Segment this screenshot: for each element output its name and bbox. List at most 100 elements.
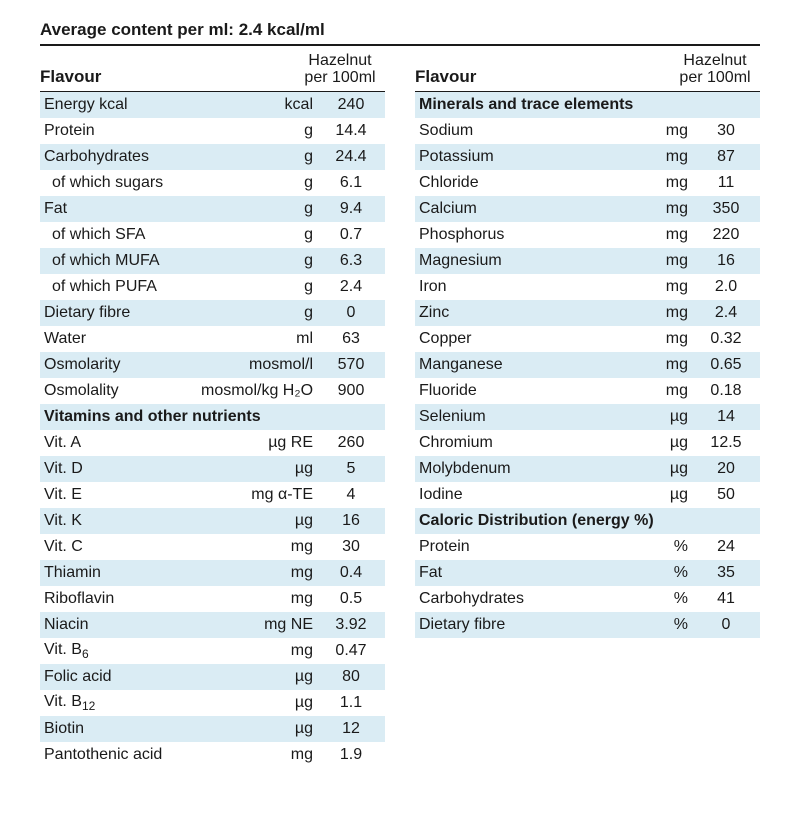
section-header: Vitamins and other nutrients [40,404,385,430]
row-unit: mg [576,200,696,218]
row-value: 12.5 [696,434,756,452]
row-label: of which PUFA [44,278,201,296]
row-unit: % [576,538,696,556]
row-unit: mosmol/l [201,356,321,374]
table-row: Zincmg2.4 [415,300,760,326]
row-value: 16 [696,252,756,270]
table-row: Fatg9.4 [40,196,385,222]
table-row: Riboflavinmg0.5 [40,586,385,612]
row-unit: g [201,278,321,296]
table-row: Potassiummg87 [415,144,760,170]
row-unit: % [576,564,696,582]
row-value: 0.47 [321,642,381,660]
row-label: Vit. E [44,486,201,504]
table-row: Iodineµg50 [415,482,760,508]
row-label: Carbohydrates [44,148,201,166]
row-value: 16 [321,512,381,530]
row-value: 0 [321,304,381,322]
row-label: Chloride [419,174,576,192]
row-unit: mg [201,746,321,764]
row-unit: g [201,122,321,140]
row-label: Biotin [44,720,201,738]
row-label: of which SFA [44,226,201,244]
row-label: Water [44,330,201,348]
row-value: 260 [321,434,381,452]
row-label: Vit. A [44,434,201,452]
table-row: Calciummg350 [415,196,760,222]
row-value: 24.4 [321,148,381,166]
row-label: Potassium [419,148,576,166]
table-row: Vit. Dµg5 [40,456,385,482]
row-label: Vit. B6 [44,641,201,661]
row-unit: % [576,616,696,634]
row-value: 0.7 [321,226,381,244]
row-label: Copper [419,330,576,348]
row-unit: g [201,200,321,218]
row-value: 24 [696,538,756,556]
row-label: Vit. B12 [44,693,201,713]
table-row: Vit. Aµg RE260 [40,430,385,456]
table-row: Dietary fibre%0 [415,612,760,638]
column-left: Flavour Hazelnut per 100ml Energy kcalkc… [40,48,385,768]
row-unit: mg [576,226,696,244]
row-value: 63 [321,330,381,348]
row-label: Niacin [44,616,201,634]
row-unit: µg [576,434,696,452]
column-header: Flavour Hazelnut per 100ml [415,48,760,92]
row-value: 2.0 [696,278,756,296]
table-row: Carbohydrates%41 [415,586,760,612]
left-body: Energy kcalkcal240Proteing14.4Carbohydra… [40,92,385,768]
row-label: of which sugars [44,174,201,192]
row-value: 0.32 [696,330,756,348]
row-value: 2.4 [696,304,756,322]
table-row: Fat%35 [415,560,760,586]
row-value: 9.4 [321,200,381,218]
row-label: Folic acid [44,668,201,686]
row-value: 6.3 [321,252,381,270]
row-unit: g [201,304,321,322]
row-unit: µg [201,720,321,738]
row-value: 240 [321,96,381,114]
table-row: Biotinµg12 [40,716,385,742]
header-variant: Hazelnut [683,52,746,69]
row-value: 4 [321,486,381,504]
header-per: per 100ml [304,69,375,86]
row-unit: mg [576,278,696,296]
row-value: 30 [321,538,381,556]
section-header: Minerals and trace elements [415,92,760,118]
row-label: Energy kcal [44,96,201,114]
row-value: 11 [696,174,756,192]
table-row: Seleniumµg14 [415,404,760,430]
row-label: Osmolarity [44,356,201,374]
row-unit: mg [576,174,696,192]
row-value: 0 [696,616,756,634]
row-value: 12 [321,720,381,738]
table-row: of which PUFAg2.4 [40,274,385,300]
table-row: Coppermg0.32 [415,326,760,352]
row-unit: mg [201,590,321,608]
row-unit: ml [201,330,321,348]
row-label: Thiamin [44,564,201,582]
table-row: Sodiummg30 [415,118,760,144]
header-flavour: Flavour [415,67,670,87]
row-label: Pantothenic acid [44,746,201,764]
section-header: Caloric Distribution (energy %) [415,508,760,534]
row-label: Vit. K [44,512,201,530]
row-unit: µg [201,694,321,712]
row-label: Magnesium [419,252,576,270]
right-body: Minerals and trace elementsSodiummg30Pot… [415,92,760,638]
table-row: Osmolaritymosmol/l570 [40,352,385,378]
row-label: Fat [419,564,576,582]
row-label: Molybdenum [419,460,576,478]
row-unit: mg NE [201,616,321,634]
row-value: 41 [696,590,756,608]
nutrition-columns: Flavour Hazelnut per 100ml Energy kcalkc… [40,48,760,768]
header-value: Hazelnut per 100ml [295,52,385,87]
header-value: Hazelnut per 100ml [670,52,760,87]
column-right: Flavour Hazelnut per 100ml Minerals and … [415,48,760,768]
row-value: 0.18 [696,382,756,400]
row-value: 35 [696,564,756,582]
row-unit: mg [576,356,696,374]
row-unit: mg [576,330,696,348]
row-value: 20 [696,460,756,478]
